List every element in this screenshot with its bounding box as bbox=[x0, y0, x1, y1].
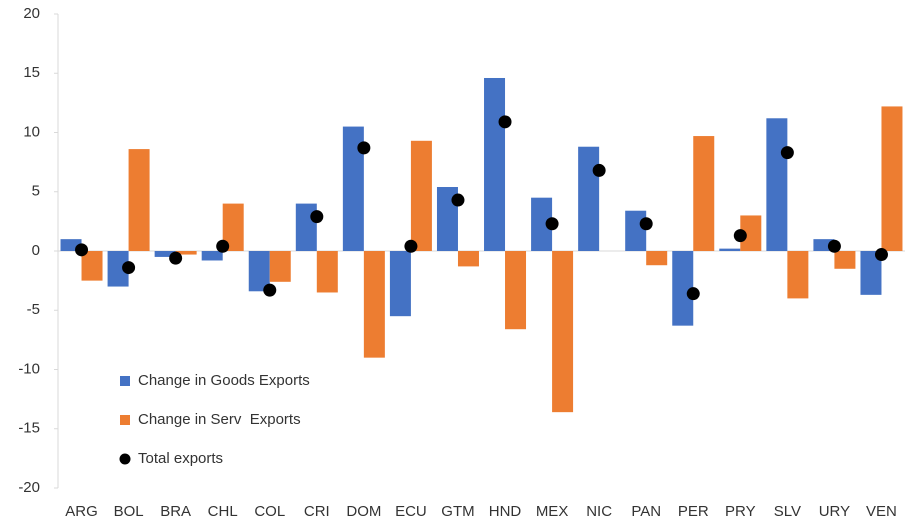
bar bbox=[881, 106, 903, 252]
y-tick-label: 20 bbox=[23, 5, 40, 22]
bar bbox=[457, 251, 479, 267]
bar bbox=[719, 248, 741, 251]
dot bbox=[827, 239, 841, 253]
bar bbox=[531, 197, 553, 251]
x-tick-label: GTM bbox=[441, 503, 474, 520]
x-tick-label: NIC bbox=[586, 503, 612, 520]
legend-marker bbox=[119, 453, 131, 465]
bar bbox=[813, 239, 835, 251]
dot bbox=[686, 287, 700, 301]
x-tick-label: CRI bbox=[304, 503, 330, 520]
bar bbox=[269, 251, 291, 282]
dot bbox=[733, 229, 747, 243]
x-tick-label: ECU bbox=[395, 503, 427, 520]
bar bbox=[766, 118, 788, 251]
dot bbox=[498, 115, 512, 129]
x-tick-label: PER bbox=[678, 503, 709, 520]
legend-label: Total exports bbox=[138, 450, 223, 467]
x-tick-label: CHL bbox=[208, 503, 238, 520]
dot bbox=[404, 239, 418, 253]
dot bbox=[263, 283, 277, 297]
x-tick-label: URY bbox=[819, 503, 850, 520]
bar bbox=[672, 251, 694, 326]
y-tick-label: 15 bbox=[23, 64, 40, 81]
bar bbox=[693, 136, 715, 251]
bar bbox=[201, 251, 223, 261]
legend-label: Change in Serv Exports bbox=[138, 411, 301, 428]
bar bbox=[81, 251, 103, 281]
dot bbox=[780, 146, 794, 160]
y-tick-label: -15 bbox=[18, 420, 40, 437]
y-tick-label: -5 bbox=[27, 301, 40, 318]
bar bbox=[60, 239, 82, 251]
x-tick-label: VEN bbox=[866, 503, 897, 520]
y-tick-label: 10 bbox=[23, 123, 40, 140]
bar bbox=[578, 146, 600, 251]
dot bbox=[545, 217, 559, 231]
dot bbox=[639, 217, 653, 231]
y-tick-label: 0 bbox=[32, 242, 40, 259]
x-tick-label: ARG bbox=[65, 503, 98, 520]
dot bbox=[357, 141, 371, 155]
bar bbox=[363, 251, 385, 358]
bar bbox=[505, 251, 527, 330]
bar bbox=[222, 203, 244, 251]
bar bbox=[787, 251, 809, 299]
x-tick-label: MEX bbox=[536, 503, 569, 520]
bar bbox=[154, 251, 176, 257]
y-tick-label: -10 bbox=[18, 360, 40, 377]
legend-marker bbox=[120, 376, 130, 386]
x-tick-label: PAN bbox=[631, 503, 661, 520]
x-tick-label: HND bbox=[489, 503, 522, 520]
bar bbox=[646, 251, 668, 266]
bar bbox=[860, 251, 882, 295]
x-tick-label: DOM bbox=[346, 503, 381, 520]
x-tick-label: BOL bbox=[114, 503, 144, 520]
dot bbox=[122, 261, 136, 275]
dot bbox=[451, 193, 465, 207]
dot bbox=[216, 239, 230, 253]
dot bbox=[169, 251, 183, 265]
bar bbox=[740, 215, 762, 251]
bar bbox=[389, 251, 411, 317]
x-tick-label: SLV bbox=[774, 503, 801, 520]
legend-label: Change in Goods Exports bbox=[138, 372, 310, 389]
bar bbox=[175, 251, 197, 255]
dot bbox=[310, 210, 324, 224]
bar bbox=[834, 251, 856, 269]
bar bbox=[342, 126, 364, 251]
y-tick-label: -20 bbox=[18, 479, 40, 496]
dot bbox=[592, 163, 606, 177]
bar bbox=[107, 251, 129, 287]
bar bbox=[552, 251, 574, 413]
legend-marker bbox=[120, 415, 130, 425]
bar bbox=[248, 251, 270, 292]
bar bbox=[484, 77, 506, 252]
bar bbox=[128, 149, 150, 251]
y-tick-label: 5 bbox=[32, 183, 40, 200]
x-tick-label: BRA bbox=[160, 503, 191, 520]
bar bbox=[410, 140, 432, 251]
bar bbox=[316, 251, 338, 293]
dot bbox=[874, 248, 888, 262]
x-tick-label: PRY bbox=[725, 503, 756, 520]
bar bbox=[625, 210, 647, 251]
x-tick-label: COL bbox=[254, 503, 285, 520]
bar bbox=[295, 203, 317, 251]
dot bbox=[75, 243, 89, 257]
